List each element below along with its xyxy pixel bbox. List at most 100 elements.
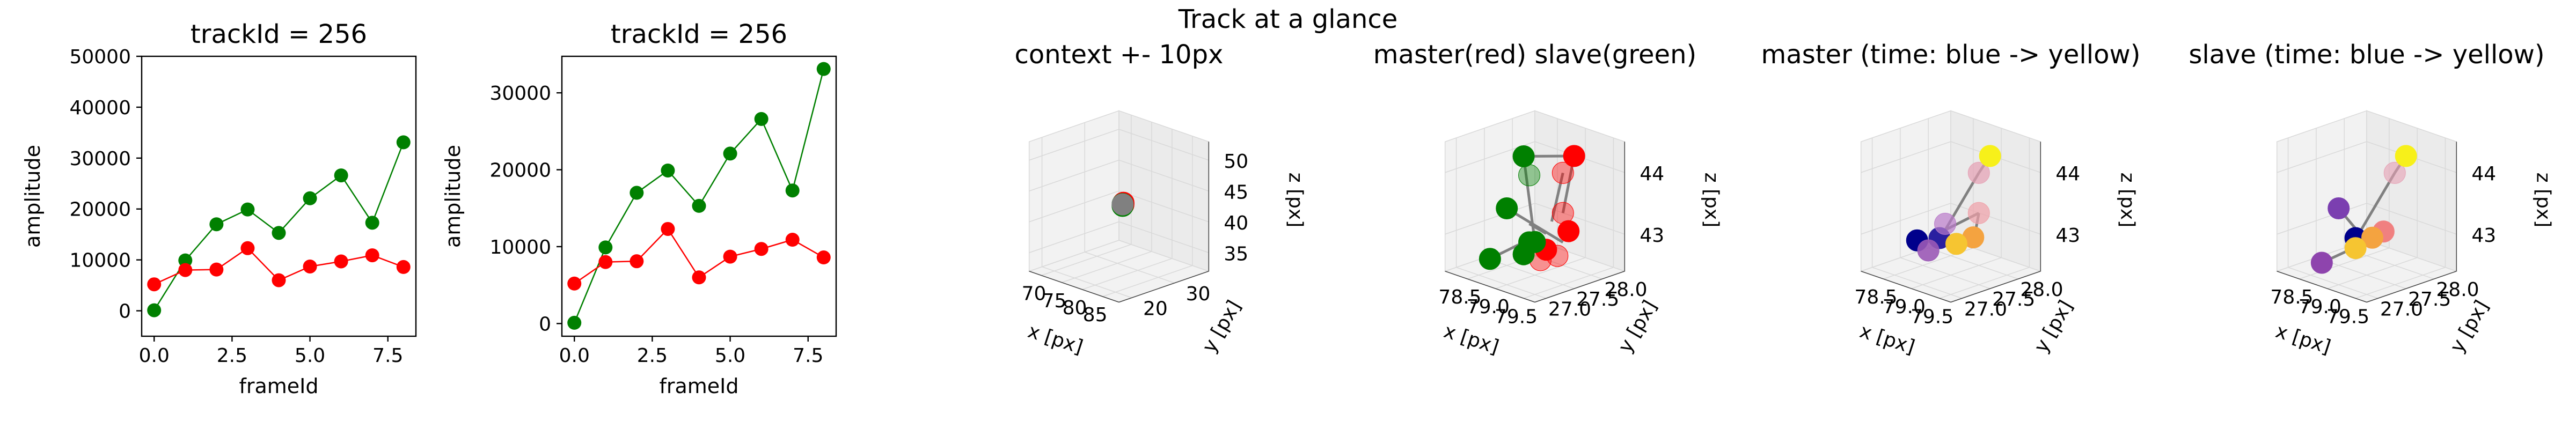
- x-tick-label: 5.0: [295, 345, 325, 367]
- data-point: [1557, 220, 1580, 242]
- x-axis-label: frameId: [659, 374, 738, 398]
- series-2-point: [147, 277, 162, 292]
- x-tick-label: 80: [1063, 297, 1087, 319]
- series-1-line: [574, 69, 824, 323]
- z-tick-label: 44: [2471, 163, 2496, 185]
- chart-title: trackId = 256: [191, 19, 367, 49]
- series-2-point: [692, 270, 706, 285]
- x-axis-line: [1029, 271, 1119, 303]
- z-tick-label: 40: [1224, 212, 1248, 234]
- grid-line: [1455, 138, 1547, 299]
- grid-line: [1911, 128, 2002, 289]
- y-tick-label: 27.5: [2408, 289, 2451, 310]
- line-chart-1: trackId = 256 0.0 2.5 5.0 7.5 0 10000 20000 3000…: [21, 19, 417, 398]
- series-1-point: [272, 226, 286, 240]
- y-axis-label: y [px]: [2446, 297, 2493, 356]
- chart-title: master(red) slave(green): [1373, 40, 1696, 70]
- y-tick-label: 50000: [69, 46, 131, 68]
- y-tick-label: 10000: [69, 250, 131, 272]
- grid-line: [1029, 159, 1209, 191]
- data-point: [2395, 145, 2417, 167]
- z-axis-label: z [px]: [2116, 173, 2138, 228]
- y-axis-label: y [px]: [1614, 297, 1662, 356]
- grid-line: [2277, 203, 2457, 235]
- x-tick-label: 79.0: [2299, 296, 2341, 318]
- scatter3d-chart-2: 78.579.079.5 27.027.528.0 43 44 x [px] y [px]…: [1373, 40, 1723, 359]
- x-tick-label: 75: [1042, 290, 1067, 312]
- x-tick-label: 0.0: [559, 345, 590, 367]
- series-1-point: [147, 303, 162, 317]
- y-tick-label: 30: [1186, 283, 1211, 305]
- y-axis-label: amplitude: [441, 145, 465, 248]
- series-2-point: [630, 254, 644, 269]
- grid-line: [1084, 122, 1175, 284]
- series-1-point: [661, 163, 675, 177]
- z-tick-label: 43: [2471, 225, 2496, 247]
- grid-line: [2277, 141, 2457, 173]
- x-tick-label: 79.0: [1467, 296, 1510, 318]
- grid-line: [1445, 141, 1625, 173]
- x-tick-label: 78.5: [1854, 286, 1897, 308]
- plot-frame: [141, 55, 417, 337]
- grid-line: [1871, 138, 1963, 299]
- series-1-point: [785, 183, 800, 198]
- x-tick-label: 5.0: [715, 345, 745, 367]
- data-point: [1496, 197, 1518, 219]
- data-point: [1967, 202, 1990, 224]
- z-tick-label: 45: [1224, 181, 1248, 203]
- z-tick-label: 50: [1224, 151, 1248, 173]
- grid-line: [1939, 138, 2030, 299]
- y-axis-label: y [px]: [2030, 297, 2077, 356]
- grid-line: [1467, 118, 1558, 279]
- x-tick-label: 79.5: [1911, 306, 1953, 328]
- x-tick-label: 85: [1083, 304, 1108, 326]
- z-axis-label: z [px]: [2532, 173, 2554, 228]
- z-tick-label: 43: [1640, 225, 1664, 247]
- data-point: [1546, 245, 1569, 267]
- scatter3d-chart-3: 78.579.079.5 27.027.528.0 43 44 x [px] y [px]…: [1761, 40, 2141, 359]
- data-point: [1512, 243, 1535, 265]
- grid-line: [1029, 221, 1209, 253]
- data-point: [1479, 248, 1501, 270]
- y-tick-label: 27.5: [1576, 289, 1619, 310]
- data-point: [1917, 239, 1940, 262]
- y-axis-line: [1534, 271, 1625, 303]
- y-tick-label: 0: [539, 313, 551, 335]
- y-tick-label: 27.0: [1964, 298, 2007, 320]
- trajectory-segment: [1522, 156, 1536, 242]
- x-tick-label: 70: [1022, 283, 1046, 305]
- x-axis-line: [1445, 271, 1535, 303]
- data-point: [2344, 237, 2367, 260]
- y-axis-line: [2366, 271, 2457, 303]
- series-1-point: [396, 135, 411, 150]
- series-1-point: [567, 315, 582, 330]
- z-tick-label: 44: [2055, 163, 2080, 185]
- x-tick-label: 79.5: [1495, 306, 1538, 328]
- data-point: [1111, 193, 1134, 216]
- grid-line: [2344, 118, 2434, 279]
- plot-frame: [561, 55, 837, 337]
- series-1-point: [240, 202, 255, 217]
- trajectory-segment: [1528, 223, 1547, 235]
- data-point: [1512, 145, 1535, 168]
- x-tick-label: 79.5: [2326, 306, 2369, 328]
- chart-title: trackId = 256: [611, 19, 787, 49]
- y-tick-label: 28.0: [2436, 279, 2479, 301]
- x-tick-label: 79.0: [1883, 296, 1926, 318]
- grid-line: [1041, 137, 1132, 298]
- y-axis-line: [1118, 271, 1209, 303]
- y-tick-label: 40000: [69, 97, 131, 119]
- x-tick-label: 0.0: [139, 345, 170, 367]
- grid-line: [1082, 129, 1173, 290]
- data-point: [1934, 212, 1957, 235]
- data-point: [1563, 145, 1585, 167]
- grid-line: [1523, 138, 1614, 299]
- series-1-point: [334, 168, 348, 183]
- series-2-point: [240, 241, 255, 255]
- x-tick-label: 2.5: [217, 345, 247, 367]
- scatter3d-chart-4: 78.579.079.5 27.027.528.0 43 44 x [px] y [px]…: [2189, 40, 2554, 359]
- x-axis-label: x [px]: [1441, 320, 1502, 358]
- y-axis-label: y [px]: [1198, 297, 1246, 356]
- y-axis-label: amplitude: [21, 145, 45, 248]
